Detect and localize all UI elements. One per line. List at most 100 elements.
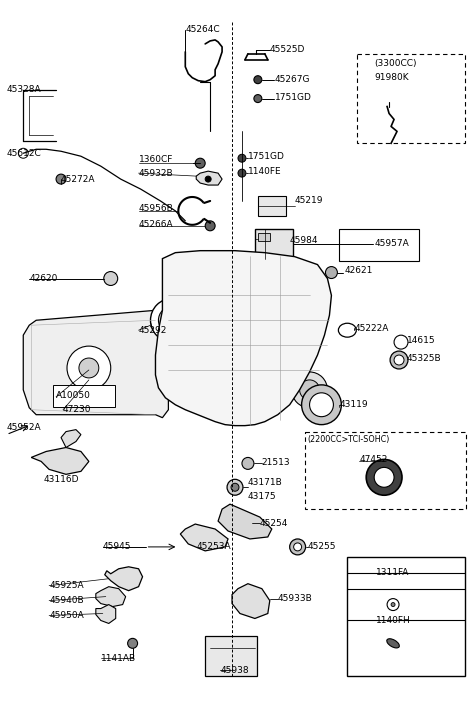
Text: 45612C: 45612C: [7, 149, 41, 158]
Text: 45266A: 45266A: [139, 220, 173, 229]
Text: 45328A: 45328A: [7, 85, 41, 94]
Circle shape: [290, 539, 306, 555]
Circle shape: [254, 95, 262, 103]
Bar: [357, 54, 465, 143]
Circle shape: [227, 479, 243, 495]
Circle shape: [194, 302, 210, 318]
Text: 45325B: 45325B: [407, 353, 442, 363]
Circle shape: [390, 351, 408, 369]
Text: 45938: 45938: [220, 666, 249, 675]
Text: 45525D: 45525D: [270, 45, 305, 55]
Circle shape: [205, 176, 211, 182]
Polygon shape: [23, 310, 168, 418]
Text: 45933B: 45933B: [278, 594, 313, 603]
Polygon shape: [218, 504, 272, 539]
Polygon shape: [105, 567, 142, 590]
Polygon shape: [96, 587, 125, 606]
Circle shape: [174, 362, 190, 378]
Circle shape: [366, 459, 402, 495]
Text: 1140FH: 1140FH: [376, 616, 410, 625]
Bar: [339, 229, 419, 260]
Text: 45957A: 45957A: [374, 239, 409, 248]
Text: 43116D: 43116D: [43, 475, 78, 483]
Text: 45940B: 45940B: [49, 596, 84, 605]
Ellipse shape: [338, 324, 356, 337]
Bar: [255, 229, 293, 259]
Polygon shape: [156, 251, 331, 425]
Text: 45264C: 45264C: [185, 25, 220, 34]
Circle shape: [299, 380, 320, 400]
Circle shape: [272, 322, 307, 358]
Circle shape: [67, 346, 111, 390]
Text: 45255: 45255: [307, 542, 336, 551]
Ellipse shape: [387, 639, 400, 648]
Text: 45956B: 45956B: [139, 204, 173, 214]
Circle shape: [218, 345, 238, 365]
Circle shape: [195, 158, 205, 168]
Circle shape: [193, 321, 263, 390]
Bar: [258, 233, 270, 241]
Circle shape: [242, 457, 254, 470]
Text: 1751GD: 1751GD: [275, 93, 312, 102]
Text: 45945: 45945: [103, 542, 131, 551]
Text: 1751GD: 1751GD: [248, 152, 285, 161]
Bar: [205, 636, 257, 676]
Text: 45253A: 45253A: [196, 542, 231, 551]
Circle shape: [374, 467, 394, 487]
Circle shape: [302, 385, 341, 425]
Circle shape: [238, 154, 246, 162]
Circle shape: [238, 169, 246, 177]
Bar: [53, 385, 115, 406]
Text: 42621: 42621: [345, 266, 373, 275]
Circle shape: [158, 306, 186, 334]
Circle shape: [254, 76, 262, 84]
Circle shape: [240, 410, 250, 419]
Polygon shape: [232, 584, 270, 619]
Text: 42620: 42620: [29, 274, 58, 283]
Polygon shape: [180, 524, 228, 551]
Circle shape: [56, 174, 66, 184]
Circle shape: [391, 603, 395, 606]
Circle shape: [282, 332, 298, 348]
Circle shape: [104, 272, 118, 286]
Polygon shape: [61, 430, 81, 448]
Circle shape: [203, 388, 217, 402]
Text: 43119: 43119: [339, 401, 368, 409]
Circle shape: [294, 543, 302, 551]
Circle shape: [387, 598, 399, 611]
Text: 45984: 45984: [290, 236, 318, 245]
Text: 45292: 45292: [139, 326, 167, 334]
Circle shape: [150, 298, 194, 342]
Text: 45932B: 45932B: [139, 169, 173, 177]
Text: A10050: A10050: [56, 391, 91, 401]
Text: 91980K: 91980K: [374, 73, 409, 82]
Text: 1360CF: 1360CF: [139, 155, 173, 164]
Circle shape: [18, 148, 28, 158]
Text: 47230: 47230: [63, 405, 92, 414]
Text: 45267G: 45267G: [275, 75, 310, 84]
Text: 45219: 45219: [295, 196, 323, 206]
Circle shape: [128, 638, 138, 648]
Text: 45950A: 45950A: [49, 611, 84, 620]
Polygon shape: [196, 171, 222, 185]
Text: 45222A: 45222A: [354, 324, 389, 333]
Circle shape: [262, 313, 318, 368]
Circle shape: [292, 372, 328, 408]
Text: (2200CC>TCI-SOHC): (2200CC>TCI-SOHC): [307, 435, 390, 444]
Text: 21513: 21513: [262, 458, 290, 467]
Circle shape: [206, 333, 250, 377]
Text: (3300CC): (3300CC): [374, 60, 417, 68]
Bar: [305, 432, 466, 509]
Text: 1140FE: 1140FE: [248, 166, 282, 176]
Text: 45952A: 45952A: [7, 423, 41, 432]
Text: 43171B: 43171B: [248, 478, 282, 487]
Bar: [258, 196, 286, 216]
Text: 1311FA: 1311FA: [376, 569, 410, 577]
Circle shape: [325, 267, 337, 278]
Circle shape: [205, 221, 215, 230]
Circle shape: [394, 335, 408, 349]
Bar: [347, 557, 465, 676]
Circle shape: [167, 355, 197, 385]
Text: 45925A: 45925A: [49, 581, 84, 590]
Text: 43175: 43175: [248, 491, 276, 501]
